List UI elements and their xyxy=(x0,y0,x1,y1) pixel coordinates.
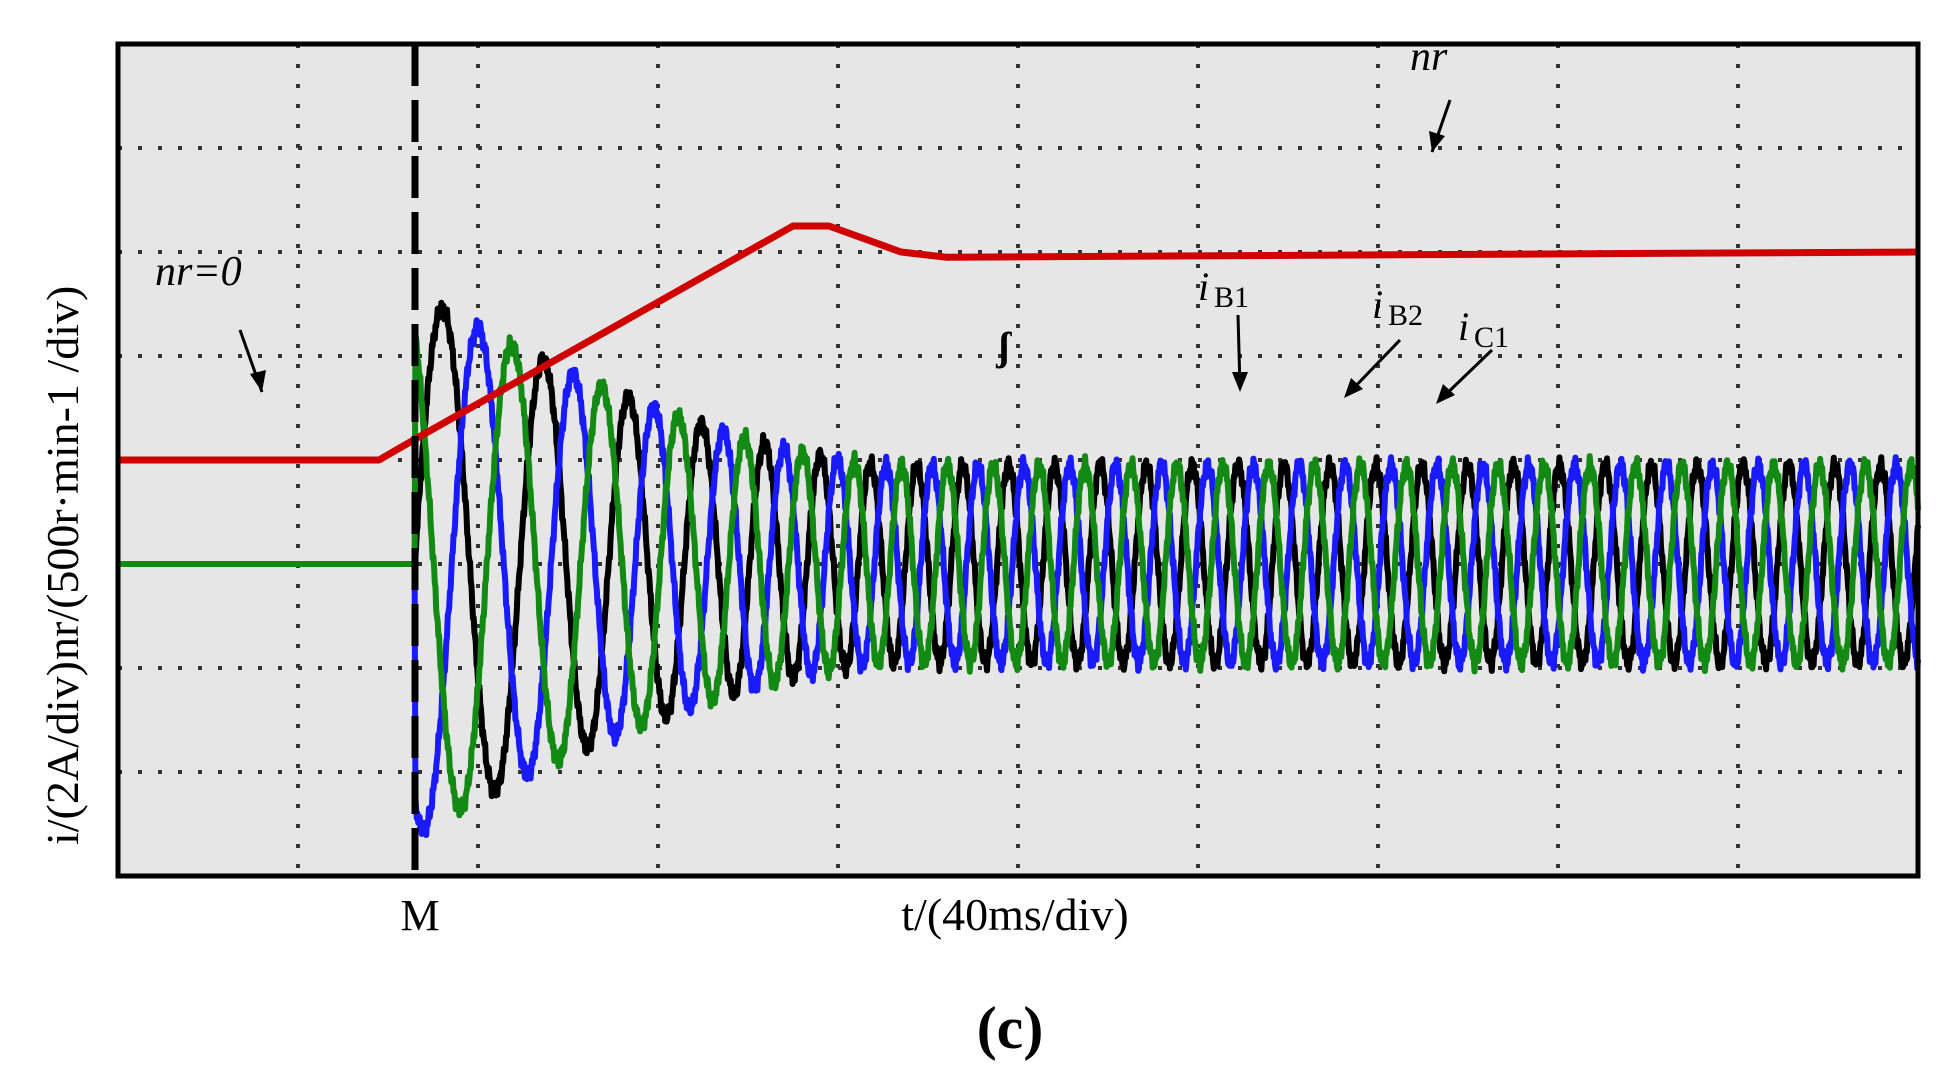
ic1-label-sub: C1 xyxy=(1474,321,1509,354)
marker-label: M xyxy=(400,891,439,940)
ib2-label-main: i xyxy=(1372,282,1383,327)
y-axis-label-top: nr/(500r·min-1 /div) xyxy=(37,286,88,660)
current-trace-ib2 xyxy=(115,317,1921,838)
ic1-label-main: i xyxy=(1458,304,1469,349)
plot-frame xyxy=(115,41,1921,879)
x-axis-label: t/(40ms/div) xyxy=(901,889,1128,940)
figure-caption: (c) xyxy=(977,995,1044,1061)
y-axis-label-bottom: i/(2A/div) xyxy=(37,661,88,845)
speed-steady-annotation: nr xyxy=(1410,34,1452,153)
ib2-label-sub: B2 xyxy=(1388,299,1423,332)
ib2-annotation: i B2 xyxy=(1344,282,1423,398)
speed-trace-nr xyxy=(118,222,1919,464)
step-symbol: ʃ xyxy=(995,324,1012,369)
ib1-label-sub: B1 xyxy=(1214,281,1249,314)
speed-initial-label: nr=0 xyxy=(155,249,242,295)
ib1-annotation: i B1 xyxy=(1198,264,1249,392)
ic1-annotation: i C1 xyxy=(1436,304,1509,404)
ib1-label-main: i xyxy=(1198,264,1209,309)
speed-steady-label: nr xyxy=(1410,34,1448,80)
speed-initial-annotation: nr=0 xyxy=(155,249,266,393)
